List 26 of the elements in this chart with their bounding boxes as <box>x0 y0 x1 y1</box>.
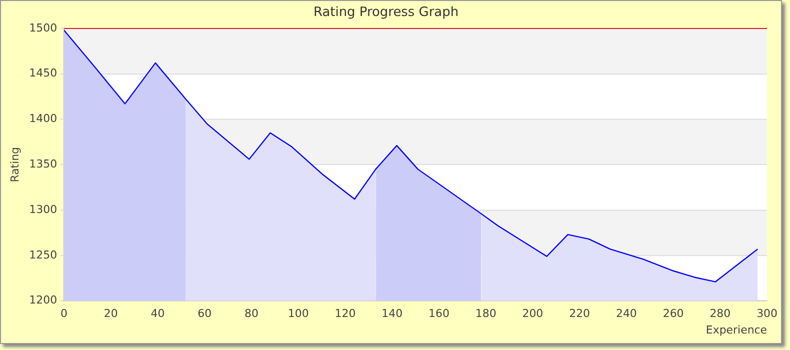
x-tick-label: 100 <box>288 307 309 320</box>
x-tick-label: 40 <box>150 307 165 320</box>
x-tick-label: 60 <box>198 307 212 320</box>
x-tick-label: 280 <box>710 307 731 320</box>
y-tick-label: 1200 <box>29 294 58 307</box>
x-tick-label: 260 <box>662 307 684 320</box>
x-tick-label: 300 <box>756 307 778 320</box>
x-tick-label: 160 <box>428 307 450 320</box>
y-tick-label: 1300 <box>29 202 58 216</box>
x-tick-label: 120 <box>334 307 356 320</box>
x-tick-label: 180 <box>475 307 496 320</box>
x-tick-label: 0 <box>60 307 68 320</box>
x-tick-label: 240 <box>616 307 637 320</box>
y-tick-label: 1350 <box>29 158 58 170</box>
y-tick-label: 1500 <box>29 21 58 34</box>
x-axis-title: Experience <box>706 323 768 336</box>
y-axis-title: Rating <box>8 147 22 182</box>
y-tick-label: 1250 <box>29 248 58 262</box>
x-tick-label: 80 <box>244 307 259 320</box>
x-tick-label: 140 <box>382 307 403 320</box>
y-tick-label: 1450 <box>29 66 58 80</box>
chart-title: Rating Progress Graph <box>313 5 459 20</box>
y-tick-label: 1400 <box>29 112 58 126</box>
x-tick-label: 220 <box>569 307 590 320</box>
x-tick-label: 20 <box>104 307 118 320</box>
x-tick-label: 200 <box>522 307 544 320</box>
